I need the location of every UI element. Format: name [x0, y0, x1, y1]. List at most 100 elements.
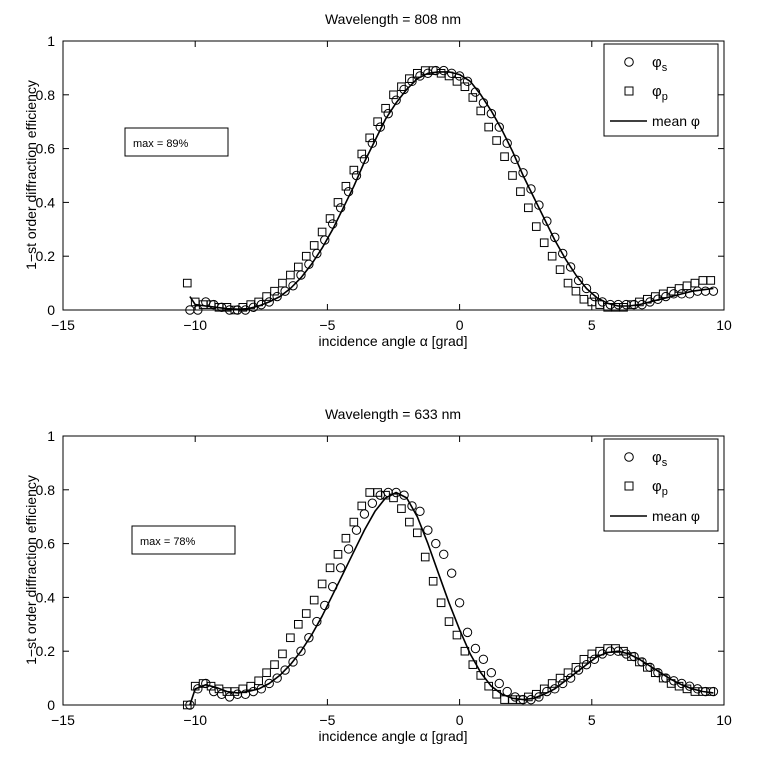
phi-s-point	[272, 673, 282, 683]
phi-p-point	[325, 214, 335, 223]
phi-p-point	[333, 550, 343, 559]
phi-p-point	[270, 660, 279, 669]
x-tick-label: 5	[588, 317, 596, 333]
phi-s-point	[304, 633, 314, 643]
phi-s-point	[335, 563, 346, 573]
mean-phi-curve	[189, 491, 714, 706]
phi-s-point	[470, 643, 481, 654]
phi-p-point	[254, 676, 263, 686]
x-tick-label: −5	[319, 712, 335, 728]
phi-p-point	[531, 222, 541, 231]
phi-p-point	[182, 700, 192, 710]
annotation-box: max = 78%	[131, 525, 236, 555]
y-tick-label: 0	[47, 697, 55, 713]
y-tick-label: 0.4	[36, 589, 56, 605]
phi-s-point	[423, 525, 433, 535]
phi-s-point	[573, 275, 584, 286]
chart-title: Wavelength = 633 nm	[325, 406, 461, 422]
phi-s-point	[478, 654, 489, 664]
phi-p-point	[500, 152, 509, 161]
phi-s-point	[343, 544, 354, 554]
phi-p-point	[547, 251, 557, 261]
phi-p-point	[270, 286, 279, 296]
phi-s-point	[446, 568, 457, 578]
phi-p-point	[246, 681, 256, 691]
phi-s-point	[581, 283, 592, 294]
phi-s-point	[534, 692, 544, 702]
y-tick-label: 0.2	[36, 643, 56, 659]
phi-p-point	[317, 579, 327, 589]
legend-label-phi-p: φp	[652, 478, 668, 498]
phi-s-point	[193, 684, 203, 694]
phi-s-point	[454, 598, 465, 608]
legend-marker-square	[624, 481, 634, 491]
plot-area: −15 −10 −5 0 5 10 0 0.2 0.4 0.6 0.8 1	[36, 428, 732, 728]
phi-p-point	[468, 93, 478, 102]
phi-s-point	[486, 668, 497, 678]
legend-marker-square	[624, 86, 634, 96]
phi-p-point	[428, 576, 438, 586]
phi-s-point	[383, 108, 393, 119]
phi-s-point	[510, 154, 520, 165]
y-tick-label: 1	[47, 33, 55, 49]
legend-label-phi-p: φp	[652, 83, 668, 103]
phi-p-point	[373, 117, 382, 127]
phi-p-point	[492, 136, 501, 145]
phi-s-point	[462, 627, 473, 638]
phi-p-point	[539, 238, 549, 248]
phi-p-point	[476, 106, 486, 116]
phi-p-point	[412, 528, 422, 538]
legend-label-mean-phi: mean φ	[652, 508, 700, 524]
x-tick-label: 0	[456, 712, 464, 728]
phi-p-point	[365, 133, 375, 143]
phi-s-point	[415, 506, 425, 517]
y-tick-label: 0	[47, 302, 55, 318]
phi-s-point	[708, 286, 719, 296]
phi-p-point	[301, 251, 311, 261]
phi-p-point	[301, 609, 311, 618]
phi-p-point	[309, 595, 319, 605]
phi-s-point	[288, 281, 298, 291]
phi-p-point	[381, 103, 390, 113]
y-tick-label: 0.8	[36, 87, 56, 103]
phi-p-point	[278, 649, 287, 659]
y-tick-label: 1	[47, 428, 55, 444]
phi-s-point	[407, 76, 417, 87]
phi-p-point	[460, 82, 470, 92]
phi-p-point	[444, 617, 454, 626]
y-tick-label: 0.2	[36, 248, 56, 264]
phi-p-point	[262, 668, 271, 678]
phi-s-point	[264, 297, 274, 307]
phi-s-point	[431, 538, 441, 549]
phi-s-point	[494, 678, 504, 689]
legend-marker-circle	[624, 57, 634, 67]
phi-p-point	[405, 74, 414, 83]
x-tick-label: −15	[51, 317, 75, 333]
x-tick-label: −15	[51, 712, 75, 728]
phi-s-point	[565, 262, 576, 272]
phi-p-point	[516, 187, 525, 196]
phi-s-point	[589, 291, 600, 302]
phi-s-point	[486, 108, 497, 119]
phi-p-point	[286, 270, 295, 280]
phi-p-point	[286, 633, 295, 643]
annotation-text: max = 89%	[133, 138, 189, 150]
phi-p-point	[508, 171, 517, 180]
phi-s-point	[494, 122, 504, 132]
annotation-box: max = 89%	[124, 127, 229, 157]
x-axis-label: incidence angle α [grad]	[319, 728, 468, 744]
phi-p-point	[294, 620, 303, 629]
mean-phi-curve	[189, 71, 714, 311]
x-tick-label: 5	[588, 712, 596, 728]
phi-p-point	[341, 533, 351, 543]
phi-p-point	[357, 149, 367, 159]
legend-marker-circle	[624, 452, 634, 462]
x-axis-label: incidence angle α [grad]	[319, 333, 468, 349]
x-tick-label: 0	[456, 317, 464, 333]
phi-p-point	[317, 227, 327, 237]
phi-p-point	[547, 679, 557, 688]
legend-label-phi-s: φs	[652, 54, 668, 74]
phi-p-point	[341, 181, 351, 191]
y-tick-label: 0.4	[36, 194, 56, 210]
chart-633nm: Wavelength = 633 nm −15 −10 −5 0 5 10 0 0.2 0.4 0…	[23, 406, 732, 744]
